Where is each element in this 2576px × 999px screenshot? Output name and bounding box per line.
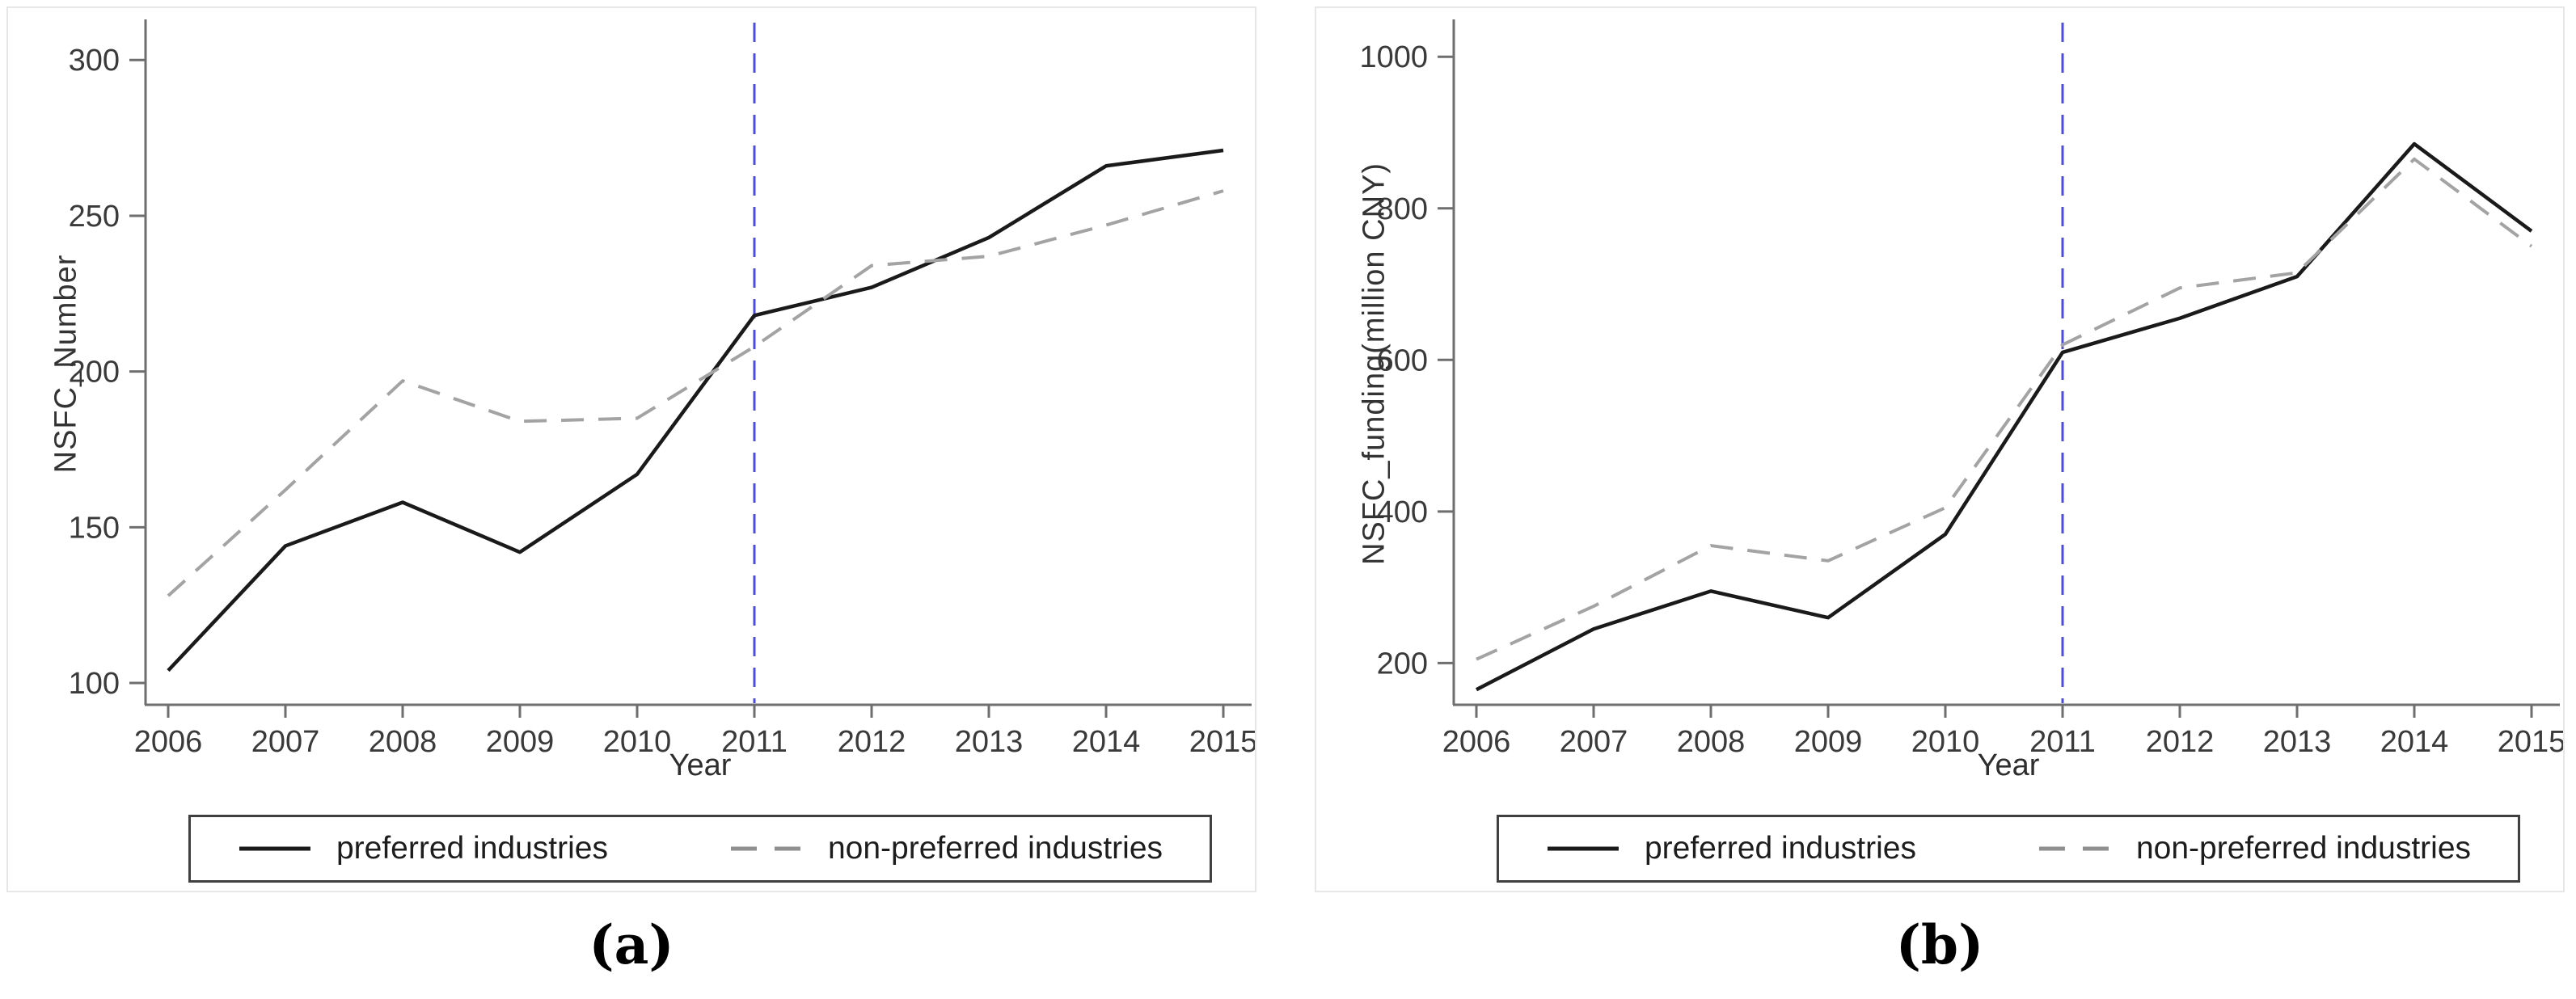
x-tick-label: 2012 xyxy=(838,725,906,759)
x-tick-label: 2006 xyxy=(134,725,203,759)
x-tick-label: 2011 xyxy=(2029,725,2096,759)
dashed-line-swatch-icon xyxy=(2038,846,2110,851)
y-tick-label: 600 xyxy=(1377,344,1428,377)
y-tick-label: 200 xyxy=(69,356,120,390)
x-tick-label: 2007 xyxy=(1560,725,1628,759)
caption-b: (b) xyxy=(1895,913,1984,976)
series-line-dashed xyxy=(167,189,1224,597)
x-tick-label: 2012 xyxy=(2146,725,2215,759)
series-line-dashed xyxy=(1476,157,2533,661)
dashed-line-swatch-icon xyxy=(730,846,802,851)
y-tick-label: 200 xyxy=(1377,647,1428,681)
legend-b: preferred industries non-preferred indus… xyxy=(1496,815,2521,883)
legend-entry-non-preferred: non-preferred industries xyxy=(729,831,1163,866)
x-tick-label: 2014 xyxy=(2380,725,2449,759)
legend-label-non-preferred: non-preferred industries xyxy=(2135,831,2472,866)
legend-entry-non-preferred: non-preferred industries xyxy=(2038,831,2471,866)
x-tick-label: 2008 xyxy=(369,725,437,759)
caption-row: (a) (b) xyxy=(0,892,2576,997)
x-tick-label: 2009 xyxy=(1794,725,1863,759)
y-tick-label: 1000 xyxy=(1359,40,1428,74)
legend-label-preferred: preferred industries xyxy=(336,831,608,866)
legend-a: preferred industries non-preferred indus… xyxy=(188,815,1213,883)
y-tick-label: 250 xyxy=(69,200,120,234)
series-line-solid xyxy=(1475,141,2533,692)
y-tick-label: 150 xyxy=(69,511,120,545)
x-tick-label: 2013 xyxy=(2263,725,2332,759)
y-tick-label: 400 xyxy=(1377,495,1428,529)
x-axis-title-a: Year xyxy=(669,748,732,782)
chart-a-plot: 100 150 200 250 300 2006 2007 2008 2009 2010 2011 2… xyxy=(69,19,1255,759)
panel-a: 100 150 200 250 300 2006 2007 2008 2009 2010 2011 2… xyxy=(6,6,1256,892)
x-tick-label: 2006 xyxy=(1442,725,1511,759)
solid-line-swatch-icon xyxy=(239,846,310,851)
x-tick-label: 2008 xyxy=(1677,725,1746,759)
caption-a: (a) xyxy=(589,913,674,976)
x-tick-label: 2009 xyxy=(486,725,555,759)
x-tick-label: 2010 xyxy=(603,725,672,759)
x-tick-label: 2014 xyxy=(1072,725,1141,759)
x-tick-label: 2011 xyxy=(721,725,788,759)
series-line-solid xyxy=(167,148,1224,672)
x-tick-label: 2007 xyxy=(251,725,320,759)
solid-line-swatch-icon xyxy=(1547,846,1619,851)
x-tick-label: 2015 xyxy=(1189,725,1255,759)
legend-entry-preferred: preferred industries xyxy=(238,831,608,866)
x-tick-label: 2010 xyxy=(1911,725,1980,759)
legend-entry-preferred: preferred industries xyxy=(1546,831,1916,866)
legend-label-preferred: preferred industries xyxy=(1644,831,1916,866)
y-axis-title-b: NSFC_funding(million CNY) xyxy=(1357,162,1391,566)
y-tick-label: 800 xyxy=(1377,192,1428,226)
y-tick-label: 100 xyxy=(69,667,120,701)
panel-b: 200 400 600 800 1000 2006 2007 2008 2009 2010 2011… xyxy=(1315,6,2565,892)
x-tick-label: 2015 xyxy=(2498,725,2563,759)
x-axis-title-b: Year xyxy=(1977,748,2040,782)
x-tick-label: 2013 xyxy=(955,725,1024,759)
legend-label-non-preferred: non-preferred industries xyxy=(827,831,1163,866)
y-tick-label: 300 xyxy=(69,44,120,78)
chart-b-plot: 200 400 600 800 1000 2006 2007 2008 2009 2010 2011… xyxy=(1359,19,2563,759)
two-panel-figure: 100 150 200 250 300 2006 2007 2008 2009 2010 2011 2… xyxy=(6,6,2565,892)
y-axis-title-a: NSFC_Number xyxy=(49,254,83,474)
